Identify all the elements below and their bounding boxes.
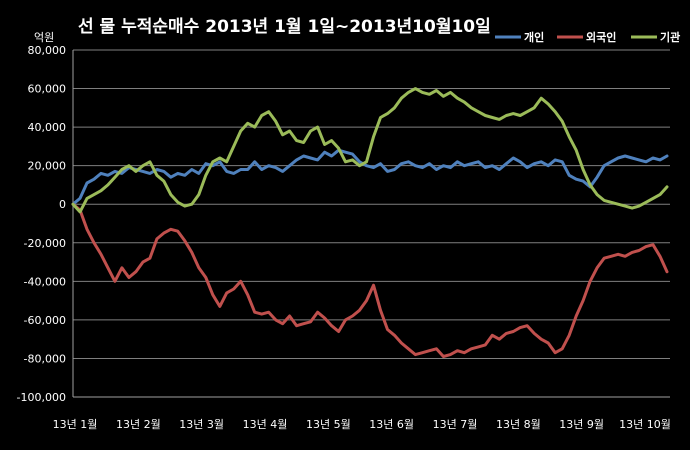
y-tick-label: 60,000	[28, 83, 67, 96]
series-line-개인	[71, 148, 669, 206]
x-tick-label: 13년 1월	[53, 418, 98, 431]
y-tick-label: -80,000	[24, 352, 66, 365]
y-tick-label: -20,000	[24, 237, 66, 250]
y-tick-label: -60,000	[24, 314, 66, 327]
legend-label: 개인	[524, 30, 544, 44]
plot-area	[73, 50, 670, 397]
series-line-외국인	[71, 202, 669, 358]
x-tick-label: 13년 3월	[179, 418, 224, 431]
y-tick-label: 0	[59, 198, 66, 211]
x-tick-label: 13년 7월	[433, 418, 478, 431]
x-tick-label: 13년 4월	[243, 418, 288, 431]
x-tick-label: 13년 9월	[559, 418, 604, 431]
x-tick-label: 13년 8월	[496, 418, 541, 431]
axes: 80,000 60,000 40,000 20,000 0 -20,000 -40,000 -…	[17, 44, 671, 431]
y-tick-label: -40,000	[24, 275, 66, 288]
x-tick-label: 13년 10월	[619, 418, 671, 431]
y-axis-unit-label: 억원	[34, 31, 54, 44]
y-tick-label: 80,000	[28, 44, 67, 57]
legend-label: 외국인	[586, 30, 616, 44]
y-tick-label: 20,000	[28, 160, 67, 173]
legend: 개인 외국인 기관	[495, 30, 680, 44]
series-lines	[71, 87, 669, 358]
y-tick-label: -100,000	[17, 391, 66, 404]
y-tick-label: 40,000	[28, 121, 67, 134]
x-tick-label: 13년 5월	[306, 418, 351, 431]
series-line-기관	[71, 87, 669, 214]
x-tick-label: 13년 2월	[116, 418, 161, 431]
chart-title: 선 물 누적순매수 2013년 1월 1일~2013년10월10일	[78, 17, 491, 37]
legend-label: 기관	[660, 30, 680, 44]
x-tick-label: 13년 6월	[369, 418, 414, 431]
